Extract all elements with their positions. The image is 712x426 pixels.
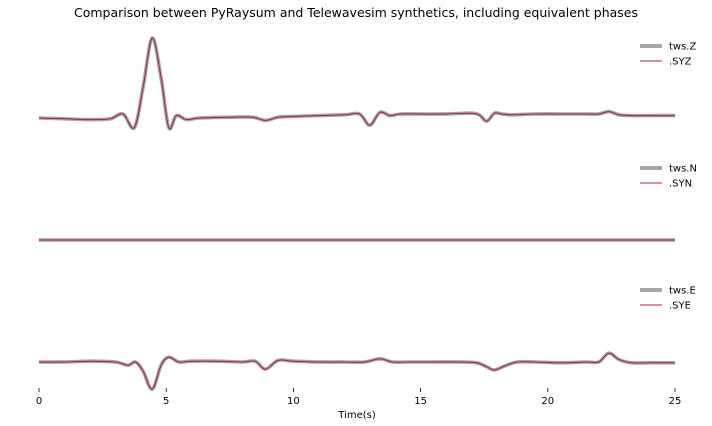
series-line-.SYE [38,352,675,390]
x-tick-label: 15 [414,396,427,407]
legend-entry: .SYN [669,179,692,190]
series-line-tws.E [38,351,675,391]
panels: tws.Z .SYZ tws.N .SYN tws.E .SYE [38,36,697,391]
legend-panel-1: tws.Z .SYZ [640,42,696,68]
panel-2: tws.N .SYN [39,164,697,242]
series-line-tws.Z [38,36,675,131]
x-axis-label: Time(s) [337,410,376,421]
legend-entry: .SYE [669,301,691,312]
x-tick-label: 5 [163,396,169,407]
panel-3: tws.E .SYE [38,286,696,391]
legend-panel-3: tws.E .SYE [640,286,696,312]
x-tick-label: 0 [36,396,42,407]
x-axis: 0 5 10 15 20 25 [36,388,682,407]
legend-panel-2: tws.N .SYN [640,164,697,190]
x-tick-label: 10 [287,396,300,407]
legend-entry: tws.Z [669,42,696,53]
x-tick-label: 20 [541,396,554,407]
panel-1: tws.Z .SYZ [38,36,696,131]
legend-entry: .SYZ [669,57,692,68]
legend-entry: tws.N [669,164,697,175]
series-line-.SYZ [38,37,675,130]
chart-title: Comparison between PyRaysum and Telewave… [74,5,638,20]
legend-entry: tws.E [669,286,696,297]
x-tick-label: 25 [669,396,682,407]
